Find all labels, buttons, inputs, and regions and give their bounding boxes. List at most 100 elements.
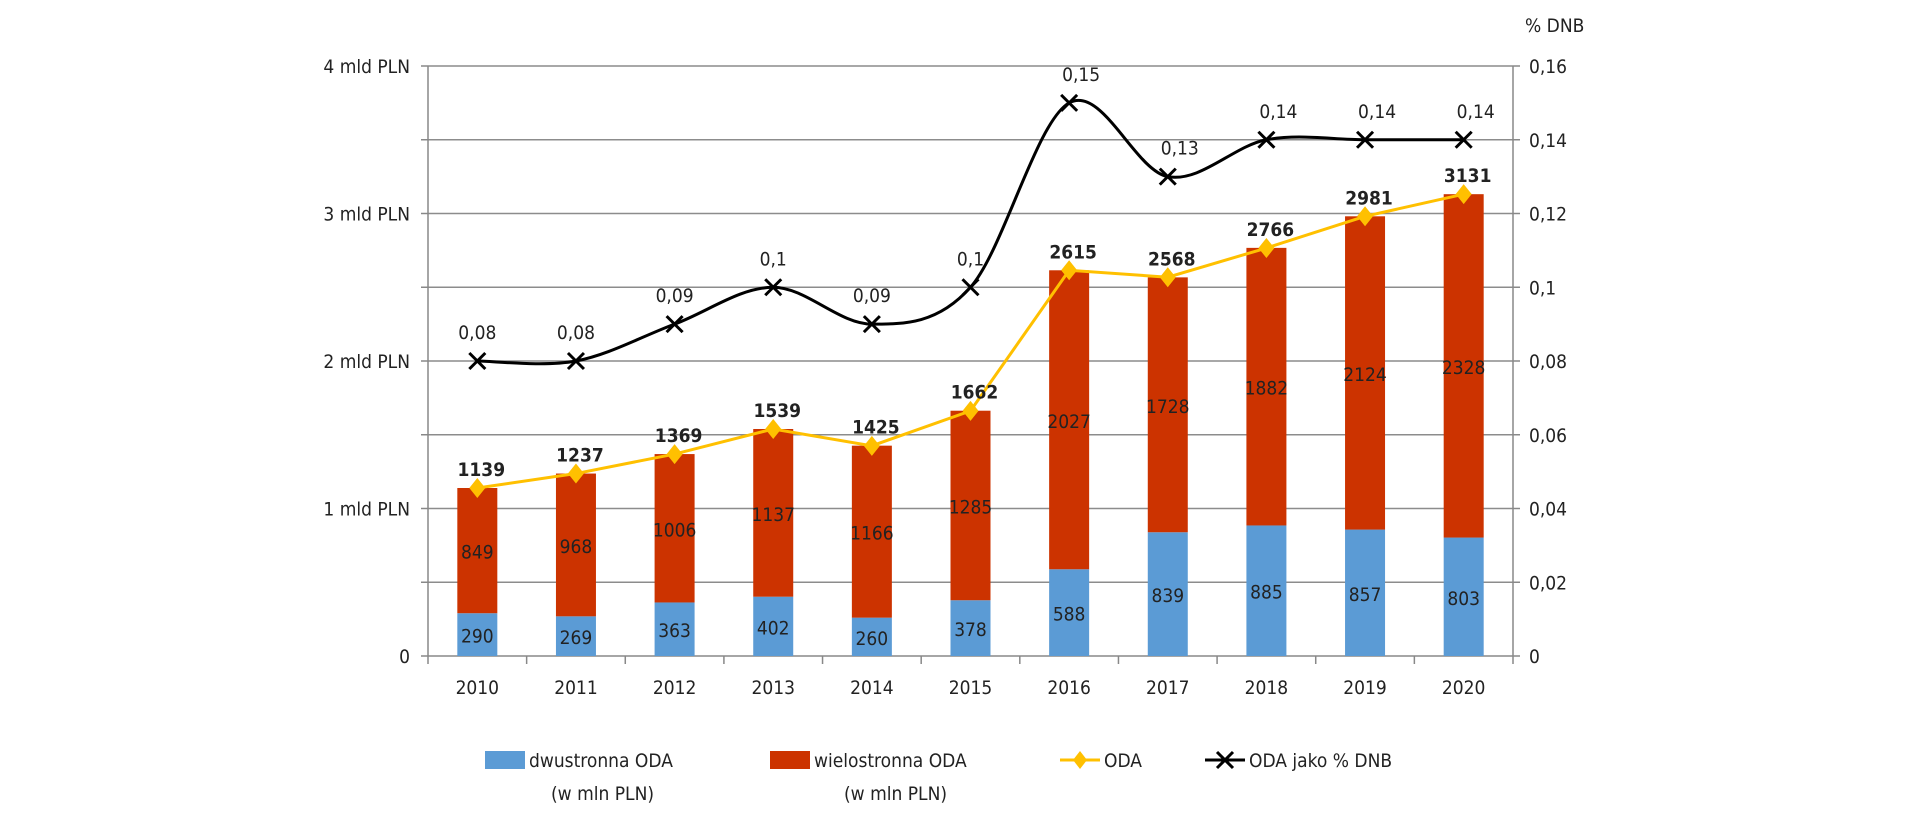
label-oda: 1662 [951, 382, 999, 404]
legend-label-unit: (w mln PLN) [551, 783, 654, 805]
bar-label-dwustronna: 803 [1447, 588, 1480, 610]
legend-label-unit: (w mln PLN) [844, 783, 947, 805]
marker-oda-dnb [1257, 130, 1276, 149]
legend-label: ODA jako % DNB [1249, 750, 1392, 772]
bars [457, 194, 1484, 656]
label-oda: 1139 [458, 459, 506, 481]
marker-oda-dnb [1158, 167, 1177, 186]
marker-oda-dnb [1355, 130, 1375, 149]
bar-label-dwustronna: 839 [1151, 585, 1184, 607]
right-tick-label: 0,08 [1529, 351, 1567, 373]
bar-label-wielostronna: 2027 [1047, 411, 1091, 433]
bar-label-wielostronna: 968 [560, 536, 593, 558]
marker-oda [567, 463, 584, 484]
bar-label-dwustronna: 378 [954, 619, 987, 641]
bar-label-dwustronna: 885 [1250, 582, 1283, 604]
bar-dwustronna [1147, 532, 1188, 656]
bar-dwustronna [753, 596, 794, 656]
right-tick-label: 0,04 [1529, 499, 1567, 521]
legend-swatch [770, 751, 810, 769]
bar-dwustronna [1443, 537, 1484, 656]
marker-oda-dnb [665, 315, 684, 334]
bar-label-wielostronna: 1166 [850, 523, 894, 545]
line-oda-dnb [477, 98, 1464, 366]
label-oda: 2766 [1247, 219, 1295, 241]
marker-oda [666, 444, 683, 465]
bar-wielostronna [753, 428, 794, 597]
marker-oda [1455, 184, 1472, 205]
bar-label-wielostronna: 849 [461, 542, 494, 564]
label-oda-dnb: 0,13 [1161, 138, 1199, 160]
bar-wielostronna [1147, 277, 1188, 533]
bar-wielostronna [950, 410, 991, 601]
bar-label-dwustronna: 588 [1053, 604, 1086, 626]
right-axis-label: % DNB [1525, 15, 1584, 37]
bar-label-wielostronna: 1285 [949, 496, 993, 518]
right-tick-label: 0,06 [1529, 425, 1567, 447]
bar-label-dwustronna: 363 [658, 620, 691, 642]
label-oda-dnb: 0,14 [1259, 101, 1297, 123]
right-tick-label: 0 [1529, 646, 1540, 668]
x-tick-label: 2014 [850, 677, 894, 699]
bar-label-dwustronna: 857 [1349, 584, 1382, 606]
bar-wielostronna [555, 473, 596, 617]
label-oda-dnb: 0,14 [1358, 101, 1396, 123]
bar-label-dwustronna: 402 [757, 617, 790, 639]
right-tick-label: 0,1 [1529, 277, 1556, 299]
marker-oda [1357, 206, 1374, 227]
axes: 0 0,02 0,04 0,06 0,08 0,1 0,12 0,14 0,16 0 1 mld P… [323, 56, 1567, 699]
bar-wielostronna [1345, 216, 1386, 530]
right-tick-label: 0,16 [1529, 56, 1567, 78]
x-tick-label: 2016 [1047, 677, 1091, 699]
right-tick-label: 0,14 [1529, 130, 1567, 152]
bar-dwustronna [851, 617, 892, 656]
label-oda: 1539 [753, 400, 801, 422]
bar-wielostronna [457, 487, 498, 614]
left-tick-label: 0 [399, 646, 410, 668]
bar-label-wielostronna: 1882 [1245, 378, 1289, 400]
bar-label-wielostronna: 1728 [1146, 396, 1190, 418]
label-oda: 1237 [556, 445, 604, 467]
marker-oda [765, 418, 782, 439]
bar-wielostronna [1443, 194, 1484, 538]
x-tick-label: 2011 [554, 677, 598, 699]
marker-oda-dnb [961, 278, 980, 297]
label-oda: 2615 [1049, 241, 1097, 263]
marker-oda [1061, 260, 1078, 281]
label-oda-dnb: 0,1 [957, 248, 984, 270]
marker-oda-dnb [566, 351, 586, 371]
legend-swatch [485, 751, 525, 769]
marker-oda [469, 477, 486, 498]
lines [468, 93, 1473, 498]
label-oda-dnb: 0,15 [1062, 64, 1100, 86]
label-oda: 1369 [655, 425, 703, 447]
x-tick-label: 2019 [1343, 677, 1387, 699]
label-oda: 1425 [852, 417, 900, 439]
label-oda-dnb: 0,09 [853, 285, 891, 307]
legend-marker [1215, 750, 1235, 770]
bar-wielostronna [1246, 247, 1287, 526]
label-oda-dnb: 0,1 [760, 248, 787, 270]
marker-oda [863, 435, 880, 456]
bar-label-dwustronna: 290 [461, 626, 494, 648]
legend-label: ODA [1104, 750, 1142, 772]
legend-marker [1073, 751, 1087, 769]
left-tick-label: 1 mld PLN [323, 499, 410, 521]
data-labels: 290 849 269 968 363 1006 402 1137 260 1166 378 1285… [458, 64, 1495, 650]
marker-oda-dnb [1060, 93, 1079, 112]
bar-wielostronna [851, 445, 892, 618]
bar-label-wielostronna: 1006 [653, 519, 697, 541]
bar-wielostronna [1049, 270, 1090, 570]
label-oda: 2568 [1148, 248, 1196, 270]
marker-oda-dnb [862, 315, 881, 334]
bar-dwustronna [654, 602, 695, 656]
label-oda-dnb: 0,14 [1457, 101, 1495, 123]
bar-dwustronna [950, 600, 991, 656]
label-oda-dnb: 0,08 [458, 322, 496, 344]
marker-oda-dnb [1454, 130, 1473, 149]
bar-wielostronna [654, 454, 695, 603]
bar-label-wielostronna: 2328 [1442, 357, 1486, 379]
legend-label: wielostronna ODA [814, 750, 967, 772]
marker-oda [1258, 238, 1275, 259]
